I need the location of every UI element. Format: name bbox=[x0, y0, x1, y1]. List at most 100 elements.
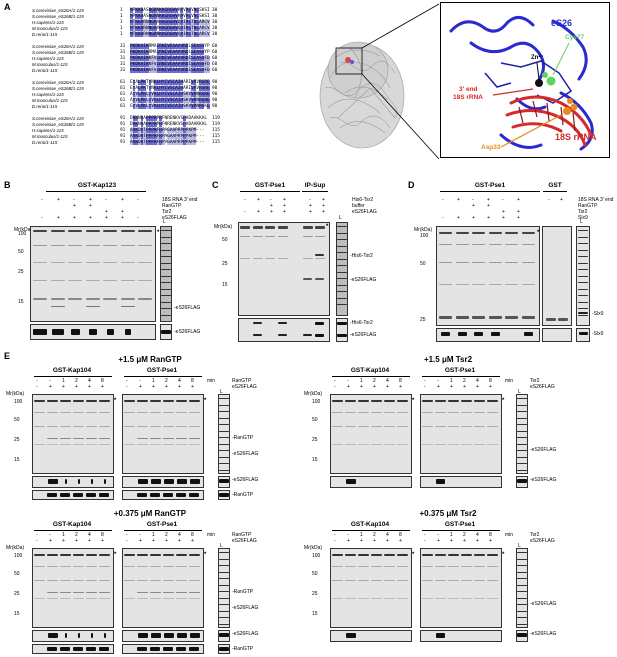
ladder-d-band bbox=[578, 301, 588, 303]
time-value: 4 bbox=[386, 378, 389, 384]
marker-b: 50 bbox=[18, 249, 24, 255]
plus-sign: + bbox=[476, 384, 479, 390]
sign-row4: + bbox=[73, 215, 76, 221]
section-left-header: GST-Kap104 bbox=[350, 521, 390, 528]
mw-label-d: Mr(kDa) bbox=[414, 227, 433, 233]
gel-e-band bbox=[86, 412, 97, 413]
gel-b-band bbox=[68, 262, 82, 263]
blot-c-tsr2 bbox=[253, 322, 262, 324]
section-right-header: GST-Pse1 bbox=[146, 367, 178, 374]
gel-e-band bbox=[384, 426, 395, 427]
gel-e-band bbox=[397, 580, 408, 581]
condition-label: 18S RNA 3' end bbox=[578, 197, 614, 203]
gel-e-ran-band bbox=[189, 592, 200, 593]
time-value: - bbox=[49, 532, 51, 538]
gel-e-band bbox=[47, 580, 58, 581]
gel-b-band bbox=[33, 280, 47, 281]
seq-start: 91 bbox=[120, 122, 126, 127]
species-name: D.rerio/1-115 bbox=[32, 140, 58, 145]
gel-e-top-band bbox=[332, 554, 343, 556]
sign-row1: - bbox=[137, 197, 139, 203]
mw-label-e: Mr(kDa) bbox=[304, 391, 323, 397]
band-label-e: -eS26FLAG bbox=[232, 631, 259, 637]
time-value: - bbox=[347, 378, 349, 384]
gel-d-band bbox=[488, 284, 502, 285]
gel-d-ladder-blot bbox=[576, 328, 590, 342]
ladder-e-band bbox=[517, 591, 527, 592]
gel-e-top-band bbox=[73, 400, 84, 402]
sign-row1: - bbox=[244, 197, 246, 203]
blot-e-band bbox=[436, 479, 445, 484]
plus-sign: + bbox=[373, 538, 376, 544]
time-value: - bbox=[424, 532, 426, 538]
time-value: 1 bbox=[450, 532, 453, 538]
gel-e-right bbox=[420, 394, 502, 474]
species-name: M.musculus/1-115 bbox=[32, 134, 68, 139]
marker-e: 25 bbox=[14, 437, 20, 443]
gel-e-band bbox=[384, 444, 395, 445]
ladder-e-band bbox=[517, 558, 527, 560]
seq-end: 115 bbox=[212, 134, 220, 139]
gel-e-top-band bbox=[150, 554, 161, 556]
seq-start: 31 bbox=[120, 62, 126, 67]
structure-inset: eS26 Zn²⁺ Cys77 3' end 18S rRNA Asp33 18… bbox=[440, 2, 610, 158]
ladder-e-band bbox=[517, 617, 527, 618]
ladder-e-ran-band bbox=[219, 493, 229, 497]
sign-row4: + bbox=[57, 215, 60, 221]
gel-b-main bbox=[30, 226, 156, 322]
band-label-e: -RanGTP bbox=[232, 435, 254, 441]
gel-e-top-band bbox=[345, 554, 356, 556]
time-value: 8 bbox=[399, 532, 402, 538]
gel-e-top-band bbox=[176, 554, 187, 556]
gel-d-band bbox=[472, 262, 485, 263]
gel-e-top-band bbox=[99, 400, 110, 402]
gel-b-band bbox=[68, 280, 82, 281]
ladder-e-band bbox=[219, 424, 229, 425]
marker-e: 100 bbox=[312, 399, 321, 405]
gel-e-band bbox=[176, 444, 187, 445]
time-value: 4 bbox=[476, 378, 479, 384]
seq-start: 1 bbox=[120, 20, 123, 25]
gel-e-band bbox=[358, 444, 369, 445]
blot-d-band bbox=[523, 332, 533, 336]
plus-sign: - bbox=[334, 538, 336, 544]
blot-b-band bbox=[106, 329, 114, 335]
time-value: - bbox=[437, 378, 439, 384]
gel-e-band bbox=[163, 426, 174, 427]
sign-row1: - bbox=[442, 197, 444, 203]
plus-sign: + bbox=[437, 384, 440, 390]
section-title: +1.5 μM Tsr2 bbox=[423, 355, 473, 364]
blot-e-ran-band bbox=[47, 647, 57, 651]
seq-start: 61 bbox=[120, 86, 126, 91]
blot-c-tsr2 bbox=[315, 322, 324, 325]
gel-e-left bbox=[330, 548, 412, 628]
species-name: S.cerevisiae_eS26B/1-119 bbox=[32, 14, 84, 19]
seq-end: 115 bbox=[212, 140, 220, 145]
blot-e-ran-band bbox=[150, 647, 160, 651]
gel-e-band bbox=[448, 444, 459, 445]
blot-e-band bbox=[189, 479, 200, 484]
ladder-b-band bbox=[161, 301, 171, 303]
band-label-e: -eS26FLAG bbox=[530, 631, 557, 637]
plus-sign: - bbox=[126, 538, 128, 544]
gel-e-top-band bbox=[124, 400, 135, 402]
section-right-header: GST-Pse1 bbox=[146, 521, 178, 528]
gel-e-top-band bbox=[487, 400, 498, 402]
ladder-e-band bbox=[517, 610, 527, 612]
condition-label: RanGTP bbox=[578, 203, 598, 209]
section-right-header: GST-Pse1 bbox=[444, 521, 476, 528]
gel-b-band bbox=[50, 262, 65, 263]
plus-sign: + bbox=[399, 538, 402, 544]
gel-d-band bbox=[455, 316, 469, 319]
gel-b-band bbox=[138, 298, 152, 300]
ladder-c-band bbox=[337, 245, 347, 247]
panel-d-header: GST-Pse1 bbox=[474, 182, 506, 189]
gel-e-band bbox=[163, 598, 174, 599]
gel-e-ran-band bbox=[86, 592, 97, 593]
plus-sign: + bbox=[191, 384, 194, 390]
gel-e-band bbox=[124, 412, 135, 413]
ladder-e-band bbox=[219, 610, 229, 612]
end-label-2: 18S rRNA bbox=[453, 94, 483, 101]
plus-sign: + bbox=[139, 384, 142, 390]
ladder-c-band bbox=[337, 278, 347, 279]
